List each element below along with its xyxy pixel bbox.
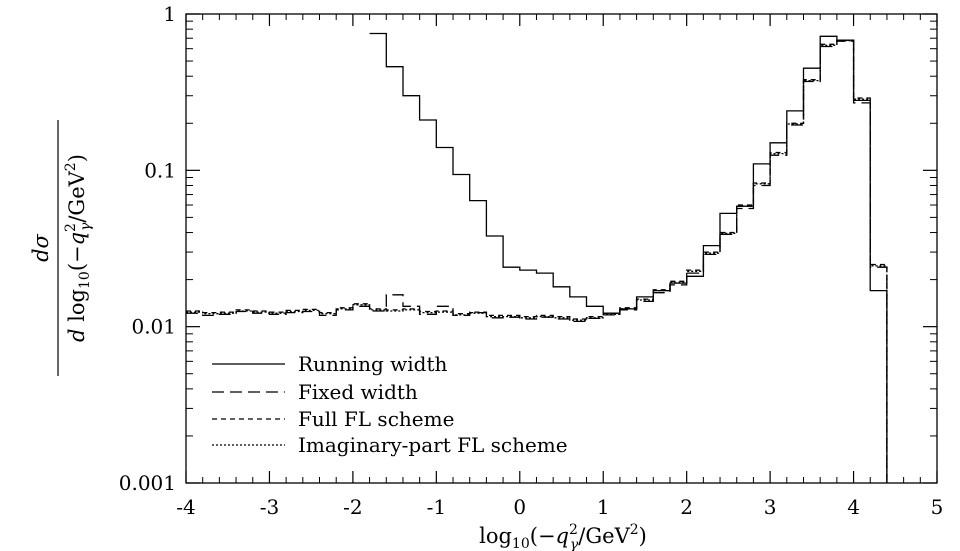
tick-marks <box>185 13 938 484</box>
x-tick-label: 1 <box>597 495 610 519</box>
legend-label: Running width <box>298 352 447 376</box>
x-tick-label: -3 <box>260 495 279 519</box>
legend-label: Full FL scheme <box>298 407 454 431</box>
x-tick-label: -1 <box>427 495 446 519</box>
svg-text:dσ: dσ <box>29 233 53 261</box>
plot-frame <box>185 13 938 484</box>
x-tick-label: -2 <box>343 495 362 519</box>
y-axis-label: dσ d log10(−q2γ/GeV2) <box>29 120 94 376</box>
x-tick-label: 2 <box>680 495 693 519</box>
series-line <box>186 40 888 483</box>
y-tick-label: 0.001 <box>119 471 176 495</box>
x-tick-label: 3 <box>764 495 777 519</box>
x-tick-label: 5 <box>931 495 944 519</box>
x-tick-label: -4 <box>176 495 195 519</box>
x-tick-label: 4 <box>847 495 860 519</box>
x-tick-labels: -4 -3 -2 -1 0 1 2 3 4 5 <box>176 495 943 519</box>
series-lines <box>186 32 888 483</box>
svg-text:d log10(−q2γ/GeV2): d log10(−q2γ/GeV2) <box>63 154 94 342</box>
x-tick-label: 0 <box>513 495 526 519</box>
legend-label: Fixed width <box>298 380 418 404</box>
y-tick-labels: 0.001 0.01 0.1 1 <box>119 2 176 495</box>
legend: Running width Fixed width Full FL schemeIm… <box>212 352 568 457</box>
series-line <box>186 39 888 483</box>
series-line <box>186 40 888 483</box>
y-tick-label: 0.01 <box>131 315 176 339</box>
x-axis-label: log10(−q2 γ/GeV2) <box>479 522 647 551</box>
y-tick-label: 0.1 <box>144 158 176 182</box>
legend-label: Imaginary-part FL scheme <box>298 433 568 457</box>
y-tick-label: 1 <box>163 2 176 26</box>
